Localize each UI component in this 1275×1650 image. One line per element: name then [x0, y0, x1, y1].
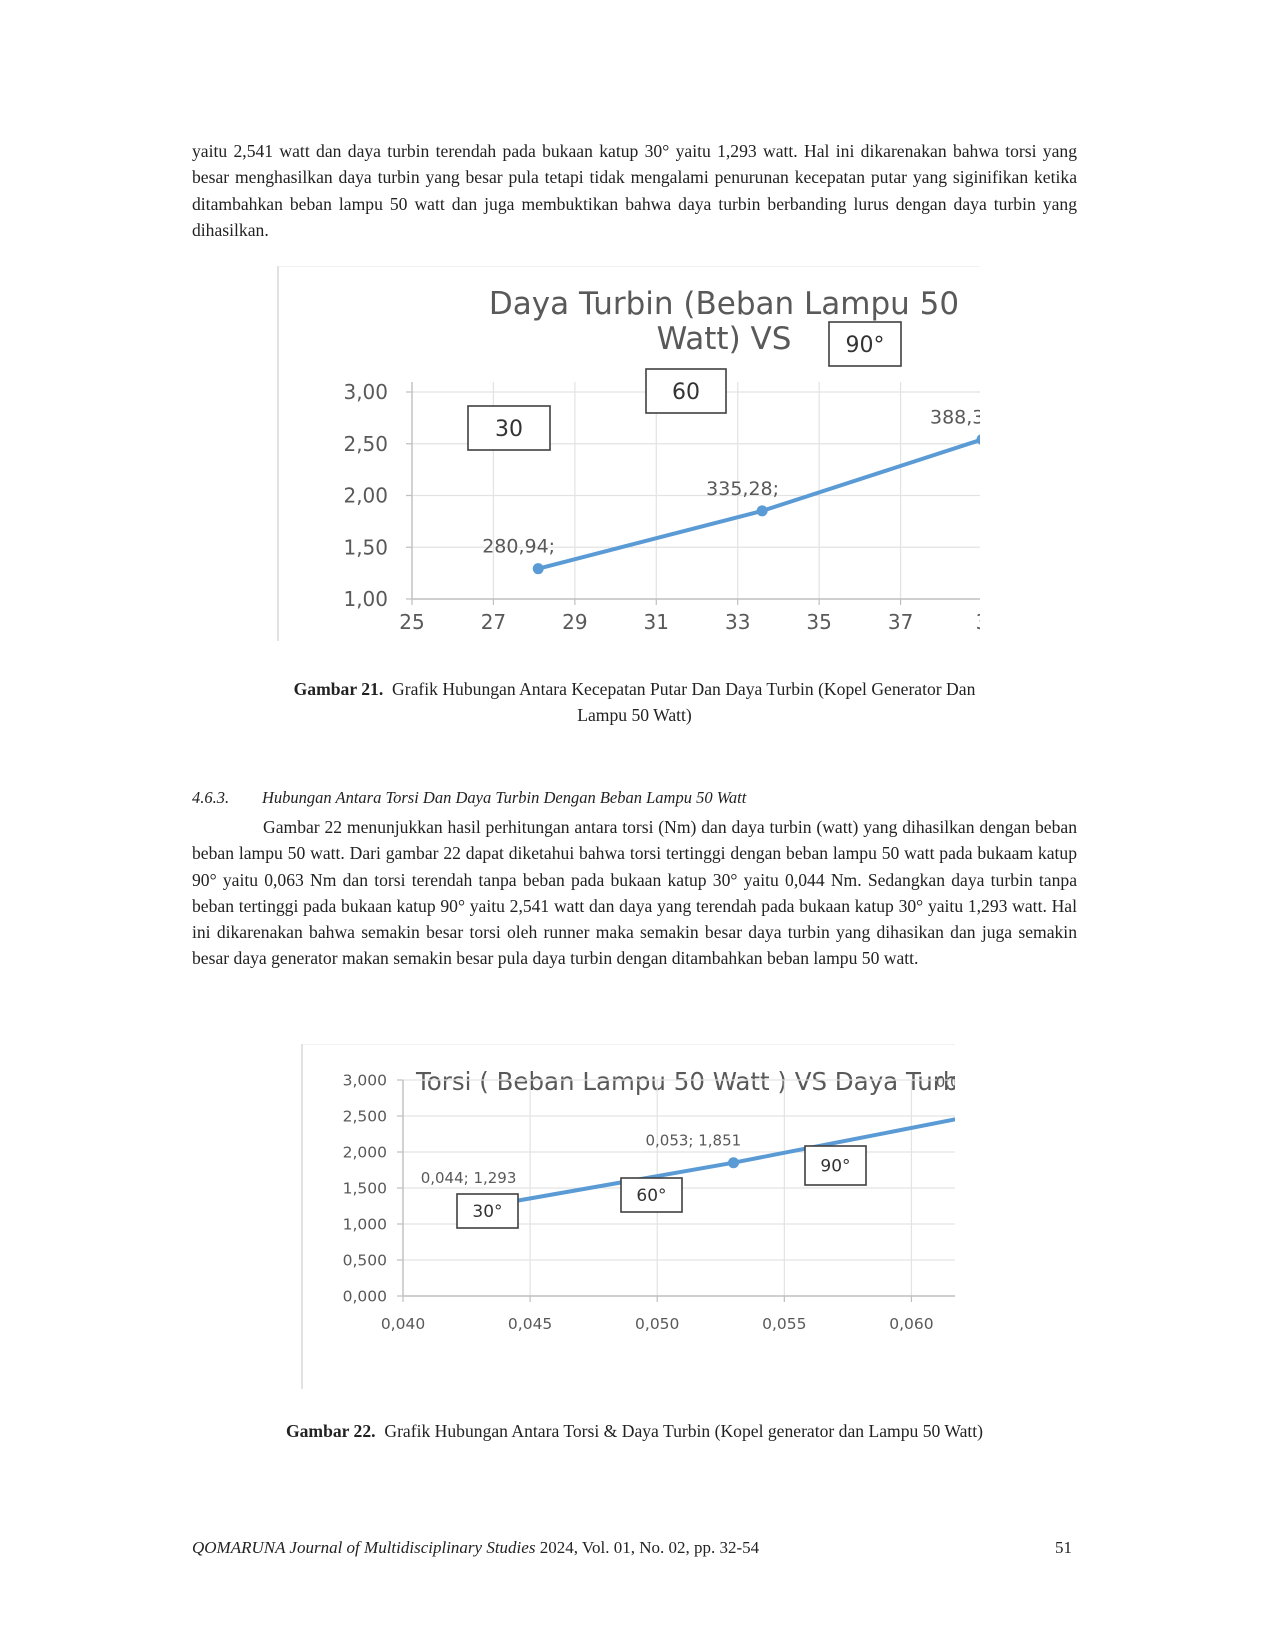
page-footer: QOMARUNA Journal of Multidisciplinary St… [192, 1538, 1077, 1558]
annotation-label: 90° [846, 333, 885, 358]
annotation-box [467, 405, 551, 451]
paragraph-intro: yaitu 2,541 watt dan daya turbin terenda… [192, 141, 1077, 240]
annotation-box [804, 1145, 867, 1186]
chart-22-title: Torsi ( Beban Lampu 50 Watt ) VS Daya Tu… [415, 1067, 955, 1096]
x-tick-label: 0,040 [381, 1315, 425, 1333]
figure-21-caption: Gambar 21. Grafik Hubungan Antara Kecepa… [192, 676, 1077, 729]
annotation-label: 30 [495, 417, 523, 442]
figure-21-chart: Daya Turbin (Beban Lampu 50 Watt) VS 3,0… [270, 266, 980, 641]
page-number: 51 [1055, 1538, 1072, 1557]
figure-22-label: Gambar 22. [285, 1421, 376, 1441]
y-tick-label: 3,000 [343, 1071, 387, 1089]
annotation-box [456, 1193, 519, 1229]
y-tick-label: 2,500 [343, 1107, 387, 1125]
y-tick-label: 2,000 [343, 1143, 387, 1161]
figure-21-caption-line2: Lampu 50 Watt) [577, 705, 692, 726]
data-label: 0,044; 1,293 [421, 1169, 517, 1187]
data-point [532, 563, 544, 575]
x-tick-label: 3 [976, 610, 980, 634]
x-tick-label: 29 [562, 610, 587, 634]
footer-journal: QOMARUNA Journal of Multidisciplinary St… [192, 1538, 536, 1557]
section-number: 4.6.3. [192, 788, 230, 807]
section-title: Hubungan Antara Torsi Dan Daya Turbin De… [262, 788, 747, 807]
data-label: 0,06 [936, 1073, 955, 1091]
x-tick-label: 33 [725, 610, 750, 634]
y-tick-label: 0,500 [343, 1251, 387, 1269]
figure-22-caption-text: Grafik Hubungan Antara Torsi & Daya Turb… [384, 1421, 984, 1441]
y-tick-label: 1,500 [343, 1179, 387, 1197]
chart-21-title-line2: Watt) VS [657, 321, 792, 357]
data-point [756, 505, 768, 517]
series-line [502, 1117, 955, 1205]
annotation-label: 30° [472, 1202, 502, 1222]
x-tick-label: 0,060 [889, 1315, 933, 1333]
annotation-box [620, 1177, 683, 1213]
data-point [976, 434, 980, 445]
annotation-label: 60 [672, 380, 700, 405]
figure-22-chart: Torsi ( Beban Lampu 50 Watt ) VS Daya Tu… [300, 1044, 955, 1389]
annotation-box [645, 368, 727, 414]
x-tick-label: 0,050 [635, 1315, 679, 1333]
data-label: 335,28; [706, 478, 779, 500]
x-tick-label: 35 [806, 610, 831, 634]
data-label: 0,053; 1,851 [645, 1132, 741, 1150]
y-tick-label: 2,50 [343, 432, 388, 456]
section-heading: 4.6.3. Hubungan Antara Torsi Dan Daya Tur… [192, 788, 746, 808]
chart-21-title-line1: Daya Turbin (Beban Lampu 50 [489, 286, 959, 322]
footer-details: 2024, Vol. 01, No. 02, pp. 32-54 [535, 1538, 760, 1557]
y-tick-label: 2,00 [343, 484, 388, 508]
y-tick-label: 1,000 [343, 1215, 387, 1233]
data-label: 388,3 [930, 407, 980, 429]
annotation-label: 90° [820, 1157, 850, 1177]
chart-22-svg: Torsi ( Beban Lampu 50 Watt ) VS Daya Tu… [301, 1044, 955, 1389]
x-tick-label: 27 [481, 610, 506, 634]
paragraph-torsi: Gambar 22 menunjukkan hasil perhitungan … [192, 817, 1077, 969]
y-tick-label: 0,000 [343, 1287, 387, 1305]
figure-22-caption: Gambar 22. Grafik Hubungan Antara Torsi … [192, 1418, 1077, 1444]
series-line [536, 438, 980, 571]
x-tick-label: 0,055 [762, 1315, 806, 1333]
figure-21-label: Gambar 21. [293, 679, 384, 699]
chart-21-svg: Daya Turbin (Beban Lampu 50 Watt) VS 3,0… [277, 266, 980, 641]
x-tick-label: 25 [399, 610, 424, 634]
x-tick-label: 31 [644, 610, 669, 634]
annotation-label: 60° [636, 1186, 666, 1206]
annotation-box [828, 321, 902, 367]
figure-21-caption-line1: Grafik Hubungan Antara Kecepatan Putar D… [392, 679, 976, 699]
x-tick-label: 0,045 [508, 1315, 552, 1333]
y-tick-label: 3,00 [343, 380, 388, 404]
x-tick-label: 37 [888, 610, 913, 634]
y-tick-label: 1,50 [343, 535, 388, 559]
data-label: 280,94; [482, 536, 555, 558]
y-tick-label: 1,00 [343, 587, 388, 611]
data-point [727, 1157, 739, 1169]
